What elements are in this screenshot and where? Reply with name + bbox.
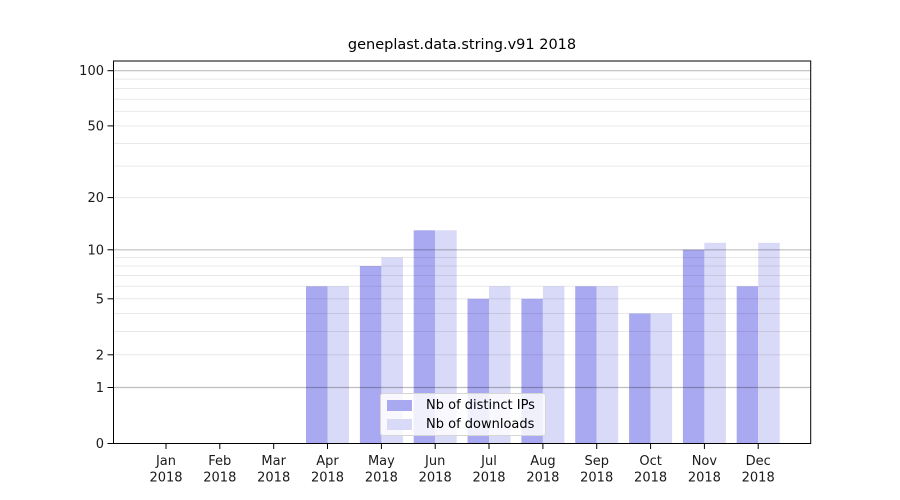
y-tick-label-10: 10 — [87, 243, 104, 258]
legend: Nb of distinct IPs Nb of downloads — [380, 393, 546, 436]
x-tick-sublabel-feb: 2018 — [203, 471, 236, 486]
bar-downloads-jun — [435, 230, 457, 444]
x-tick-sublabel-may: 2018 — [365, 471, 398, 486]
x-tick-label-dec: Dec — [746, 454, 771, 469]
x-tick-sublabel-oct: 2018 — [634, 471, 667, 486]
y-tick-label-2: 2 — [96, 348, 104, 363]
bar-downloads-sep — [596, 286, 619, 444]
bar-distinct-ips-may — [359, 266, 382, 444]
bar-distinct-ips-sep — [575, 286, 597, 444]
bar-distinct-ips-oct — [629, 313, 651, 444]
x-tick-label-oct: Oct — [639, 454, 661, 469]
x-tick-sublabel-jan: 2018 — [149, 471, 182, 486]
legend-label-distinct-ips: Nb of distinct IPs — [426, 397, 535, 413]
x-tick-sublabel-jul: 2018 — [472, 471, 505, 486]
x-tick-label-sep: Sep — [584, 454, 609, 469]
bar-downloads-oct — [650, 313, 673, 444]
y-tick-label-5: 5 — [96, 292, 104, 307]
y-tick-label-1: 1 — [96, 381, 104, 396]
y-tick-label-100: 100 — [79, 64, 104, 79]
bar-distinct-ips-apr — [306, 286, 328, 444]
x-tick-label-mar: Mar — [261, 454, 286, 469]
x-tick-label-jul: Jul — [480, 454, 497, 469]
bar-downloads-apr — [327, 286, 349, 444]
x-tick-sublabel-aug: 2018 — [526, 471, 559, 486]
bar-distinct-ips-dec — [736, 286, 759, 444]
y-tick-label-20: 20 — [87, 191, 104, 206]
bar-downloads-dec — [758, 242, 780, 444]
bar-downloads-nov — [704, 242, 726, 444]
x-tick-label-nov: Nov — [692, 454, 718, 469]
bar-downloads-aug — [542, 286, 565, 444]
legend-item-downloads: Nb of downloads — [387, 417, 539, 432]
x-tick-sublabel-apr: 2018 — [311, 471, 344, 486]
x-tick-sublabel-sep: 2018 — [580, 471, 613, 486]
legend-label-downloads: Nb of downloads — [426, 416, 535, 432]
chart-title: geneplast.data.string.v91 2018 — [347, 37, 577, 53]
plot-frame — [113, 60, 812, 444]
x-tick-label-apr: Apr — [316, 454, 339, 469]
x-tick-label-feb: Feb — [208, 454, 231, 469]
x-tick-sublabel-mar: 2018 — [257, 471, 290, 486]
legend-item-distinct-ips: Nb of distinct IPs — [387, 398, 539, 413]
x-tick-sublabel-dec: 2018 — [742, 471, 775, 486]
bar-distinct-ips-jun — [413, 230, 436, 444]
bar-distinct-ips-nov — [682, 249, 705, 444]
y-tick-label-0: 0 — [96, 437, 104, 452]
x-tick-label-jun: Jun — [424, 454, 445, 469]
legend-swatch-distinct-ips — [387, 399, 412, 411]
x-tick-label-aug: Aug — [530, 454, 555, 469]
x-tick-sublabel-jun: 2018 — [419, 471, 452, 486]
x-tick-label-may: May — [368, 454, 395, 469]
x-tick-label-jan: Jan — [155, 454, 176, 469]
y-tick-label-50: 50 — [87, 119, 104, 134]
x-tick-sublabel-nov: 2018 — [688, 471, 721, 486]
legend-swatch-downloads — [387, 418, 412, 430]
